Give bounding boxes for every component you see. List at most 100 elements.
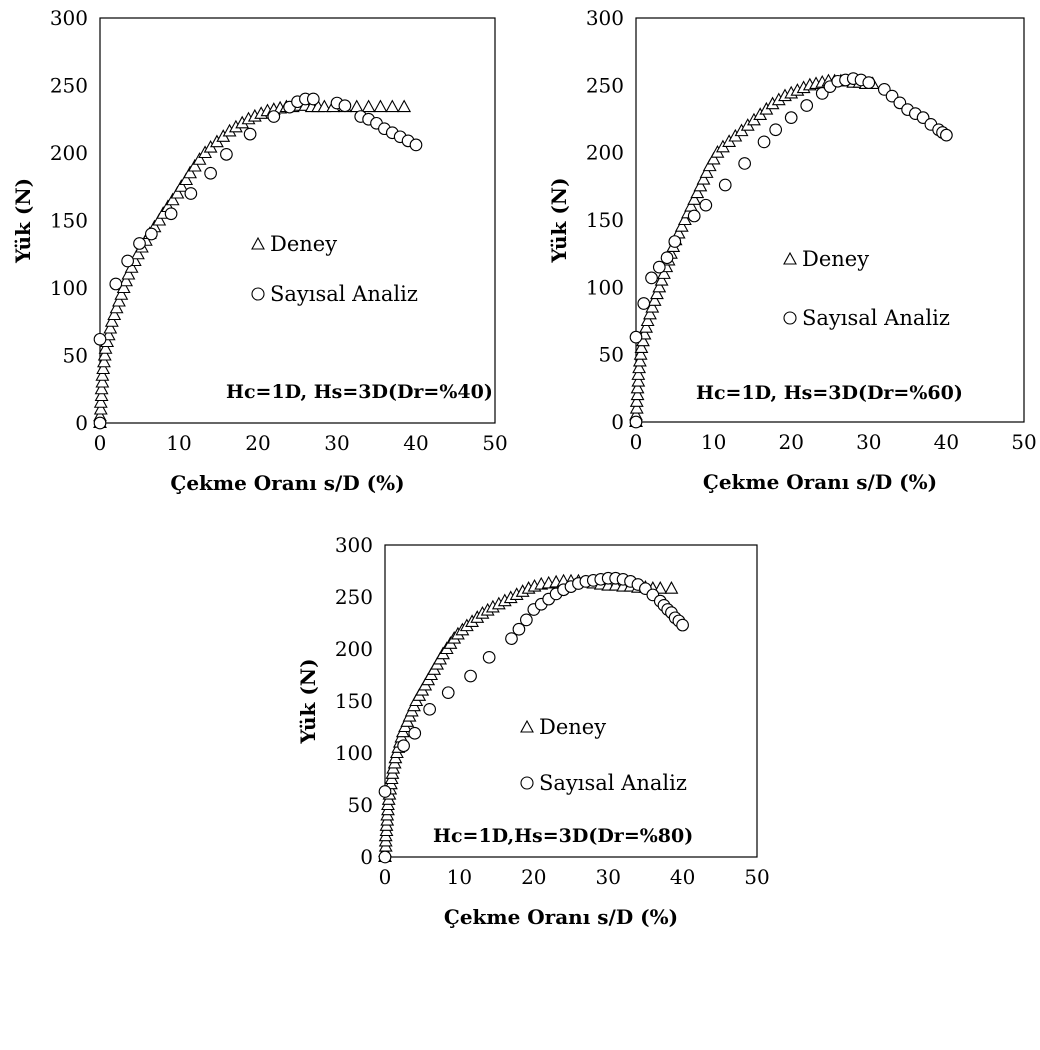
data-point-triangle — [95, 374, 110, 388]
legend: Deney Sayısal Analiz — [251, 232, 418, 306]
data-point-circle — [512, 622, 526, 636]
y-tick-label: 50 — [63, 344, 88, 368]
data-point-circle — [687, 209, 701, 223]
x-tick-label: 40 — [670, 865, 695, 889]
legend-label-sayisal-analiz: Sayısal Analiz — [539, 771, 687, 795]
x-axis-title: Çekme Oranı s/D (%) — [703, 470, 937, 494]
x-tick-label: 30 — [324, 431, 349, 455]
y-tick-label: 100 — [335, 741, 373, 765]
data-point-circle — [267, 110, 281, 123]
data-point-circle — [940, 128, 953, 142]
y-tick-label: 300 — [335, 533, 373, 557]
legend-marker-circle — [251, 287, 265, 301]
y-tick-label: 250 — [335, 585, 373, 609]
legend-marker-triangle — [520, 719, 534, 733]
data-point-triangle — [631, 373, 646, 387]
legend-label-deney: Deney — [802, 247, 869, 271]
data-point-triangle — [702, 158, 717, 172]
x-axis-title: Çekme Oranı s/D (%) — [444, 905, 678, 929]
data-point-triangle — [183, 165, 197, 179]
data-point-circle — [464, 669, 477, 683]
data-point-circle — [505, 632, 518, 645]
data-point-circle — [121, 254, 134, 268]
x-tick-label: 40 — [403, 431, 428, 455]
y-tick-label: 0 — [611, 410, 624, 434]
y-tick-label: 250 — [586, 73, 624, 97]
chart-panel-3: 0 10 20 30 40 50 0 50 100 150 200 250 300 Çekme Oranı… — [296, 533, 770, 929]
y-axis-title: Yük (N) — [547, 177, 571, 263]
data-point-triangle — [652, 279, 667, 293]
data-point-triangle — [706, 151, 721, 165]
data-point-triangle — [179, 172, 194, 186]
data-point-triangle — [385, 99, 400, 113]
data-point-triangle — [114, 287, 129, 300]
data-point-circle — [408, 726, 422, 740]
data-point-triangle — [130, 246, 145, 260]
data-point-circle — [164, 207, 178, 221]
y-tick-label: 50 — [599, 343, 624, 367]
data-point-circle — [409, 138, 423, 152]
data-point-triangle — [696, 171, 711, 185]
data-point-circle — [109, 277, 123, 291]
data-point-triangle — [690, 185, 705, 199]
y-axis-title: Yük (N) — [296, 658, 320, 744]
x-tick-label: 10 — [447, 865, 472, 889]
series-sayisal-analiz — [93, 92, 423, 430]
data-point-circle — [93, 416, 107, 430]
y-tick-label: 150 — [586, 208, 624, 232]
legend-marker-triangle — [783, 251, 797, 265]
x-tick-label: 30 — [856, 430, 881, 454]
data-point-triangle — [630, 380, 645, 394]
legend-marker-circle — [783, 311, 797, 325]
x-tick-label: 0 — [94, 431, 107, 455]
data-point-triangle — [170, 185, 185, 199]
x-tick-label: 20 — [245, 431, 270, 455]
data-point-circle — [145, 227, 158, 241]
data-point-triangle — [674, 219, 689, 232]
plot-frame — [99, 17, 496, 424]
data-point-circle — [652, 260, 666, 274]
data-point-triangle — [629, 394, 644, 407]
data-point-circle — [243, 127, 257, 141]
y-tick-label: 200 — [50, 141, 88, 165]
legend: Deney Sayısal Analiz — [783, 247, 950, 330]
data-point-circle — [520, 613, 533, 627]
data-point-triangle — [104, 314, 119, 327]
data-point-triangle — [397, 99, 412, 113]
data-point-triangle — [317, 99, 332, 113]
x-tick-label: 20 — [778, 430, 803, 454]
y-tick-label: 200 — [586, 141, 624, 165]
data-point-triangle — [650, 286, 664, 300]
data-point-circle — [800, 99, 814, 112]
data-point-circle — [441, 686, 455, 700]
data-point-circle — [738, 157, 751, 170]
legend-label-deney: Deney — [539, 715, 606, 739]
data-point-circle — [397, 739, 410, 753]
data-point-circle — [482, 650, 496, 664]
data-point-triangle — [107, 307, 122, 321]
data-point-triangle — [630, 387, 645, 401]
data-point-triangle — [93, 395, 108, 408]
y-tick-label: 100 — [50, 276, 88, 300]
data-point-circle — [676, 618, 689, 632]
y-tick-label: 300 — [50, 6, 88, 30]
x-axis-title: Çekme Oranı s/D (%) — [170, 471, 404, 495]
data-point-triangle — [98, 341, 113, 354]
annotation-label: Hc=1D, Hs=3D(Dr=%60) — [696, 382, 963, 404]
legend: Deney Sayısal Analiz — [520, 715, 687, 795]
x-tick-label: 0 — [630, 430, 643, 454]
x-tick-label: 20 — [521, 865, 546, 889]
data-point-triangle — [187, 158, 202, 172]
legend-label-sayisal-analiz: Sayısal Analiz — [802, 306, 950, 330]
annotation-label: Hc=1D, Hs=3D(Dr=%40) — [226, 381, 493, 403]
annotation-label: Hc=1D,Hs=3D(Dr=%80) — [433, 825, 693, 847]
data-point-circle — [718, 178, 732, 192]
x-tick-label: 50 — [482, 431, 507, 455]
data-point-circle — [423, 702, 436, 716]
data-point-triangle — [119, 273, 133, 287]
x-tick-label: 50 — [1011, 430, 1036, 454]
data-point-triangle — [112, 293, 126, 307]
data-point-triangle — [95, 368, 110, 381]
data-point-circle — [378, 850, 392, 864]
